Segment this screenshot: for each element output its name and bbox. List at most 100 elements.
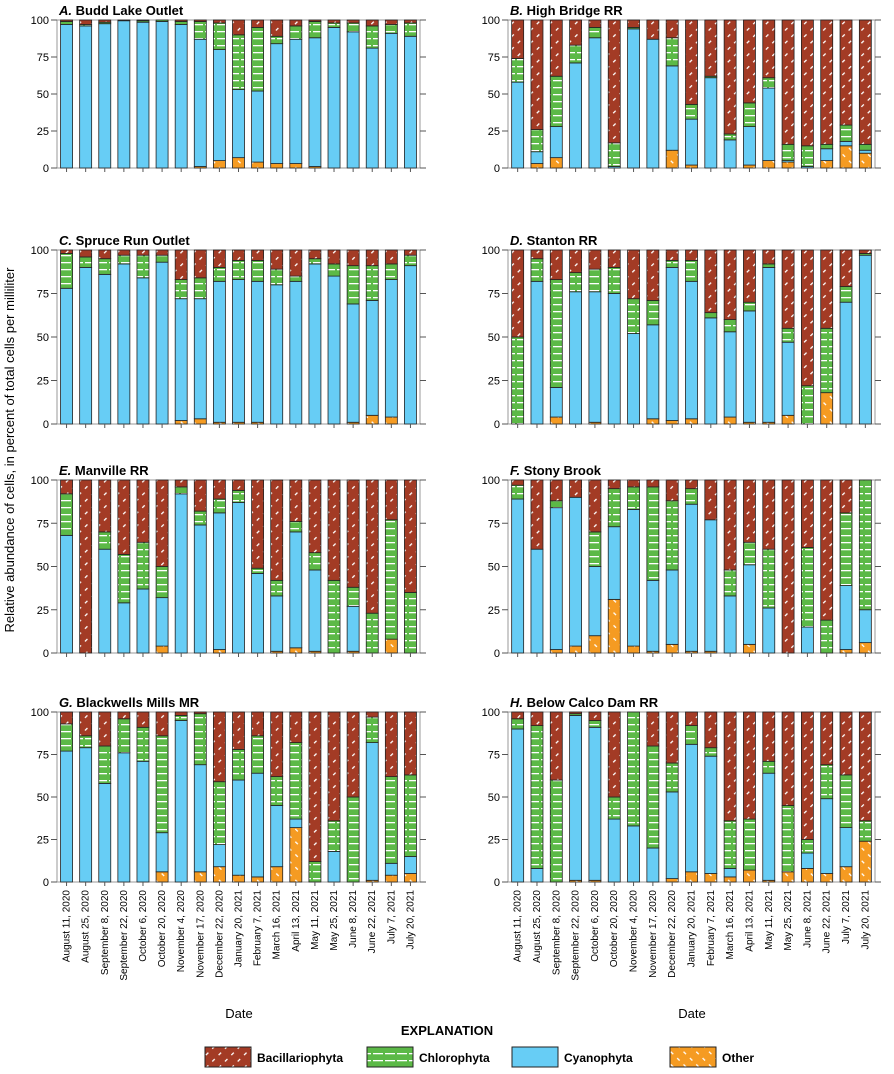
bar-9 xyxy=(665,19,679,169)
bar-12 xyxy=(270,711,284,883)
bar-segment-chlorophyta xyxy=(646,486,660,581)
bar-3 xyxy=(98,249,112,425)
bar-12 xyxy=(270,19,284,169)
bar-4 xyxy=(569,479,583,654)
y-tick-label: 0 xyxy=(43,648,49,660)
bar-segment-other xyxy=(627,645,640,654)
bar-segment-chlorophyta xyxy=(270,35,284,45)
bar-segment-bacillariophyta xyxy=(270,479,284,581)
bar-16 xyxy=(800,711,814,883)
bar-3 xyxy=(98,19,112,169)
bar-segment-cyanophyta xyxy=(839,140,853,147)
bar-segment-bacillariophyta xyxy=(60,249,73,254)
bar-segment-cyanophyta xyxy=(193,764,207,873)
bar-segment-other xyxy=(781,161,795,169)
bar-segment-cyanophyta xyxy=(723,595,737,654)
bar-segment-chlorophyta xyxy=(289,742,303,820)
x-tick-label: February 7, 2021 xyxy=(706,890,717,967)
bar-segment-bacillariophyta xyxy=(193,711,207,715)
bar-segment-bacillariophyta xyxy=(704,249,718,314)
bar-segment-cyanophyta xyxy=(607,818,621,883)
bar-segment-cyanophyta xyxy=(136,588,150,654)
bar-segment-cyanophyta xyxy=(98,783,112,883)
bar-segment-bacillariophyta xyxy=(365,479,379,614)
bar-segment-chlorophyta xyxy=(665,37,679,67)
y-tick-label: 25 xyxy=(488,126,500,138)
bar-15 xyxy=(781,711,795,883)
legend-label: Other xyxy=(722,1051,754,1065)
bar-segment-bacillariophyta xyxy=(820,479,834,621)
bar-9 xyxy=(212,19,226,169)
y-tick-label: 100 xyxy=(482,475,500,487)
bar-segment-cyanophyta xyxy=(839,585,853,650)
bar-segment-cyanophyta xyxy=(858,254,872,425)
bar-segment-cyanophyta xyxy=(530,151,544,164)
x-tick-label: September 22, 2020 xyxy=(571,890,582,981)
bar-segment-cyanophyta xyxy=(704,317,718,425)
bar-segment-other xyxy=(212,649,226,654)
x-tick-label: December 22, 2020 xyxy=(214,890,225,978)
bar-segment-cyanophyta xyxy=(723,139,737,169)
bar-segment-cyanophyta xyxy=(308,569,322,652)
bar-segment-other xyxy=(155,871,169,883)
bar-segment-bacillariophyta xyxy=(665,249,679,261)
x-tick-label: September 8, 2020 xyxy=(100,890,111,975)
bar-segment-bacillariophyta xyxy=(627,19,640,28)
bar-segment-chlorophyta xyxy=(685,488,698,505)
bar-12 xyxy=(723,479,737,654)
bar-segment-bacillariophyta xyxy=(511,19,525,59)
bar-segment-chlorophyta xyxy=(79,256,93,268)
panel-a: A. Budd Lake Outlet 0 25 50 75 100 xyxy=(31,3,426,175)
bar-segment-other xyxy=(685,418,698,425)
bar-segment-other xyxy=(839,866,853,883)
bar-segment-bacillariophyta xyxy=(174,19,188,22)
bar-19 xyxy=(404,19,417,169)
bar-segment-bacillariophyta xyxy=(327,249,341,265)
bar-segment-chlorophyta xyxy=(212,498,226,514)
bar-segment-chlorophyta xyxy=(820,143,834,150)
bar-segment-bacillariophyta xyxy=(607,711,621,798)
bar-segment-bacillariophyta xyxy=(685,19,698,105)
y-tick-label: 50 xyxy=(37,562,49,574)
bar-10 xyxy=(685,249,698,425)
bar-segment-bacillariophyta xyxy=(530,711,544,727)
x-tick-label: May 11, 2021 xyxy=(310,890,321,950)
y-tick-label: 25 xyxy=(37,126,49,138)
bar-segment-bacillariophyta xyxy=(193,249,207,279)
bar-segment-chlorophyta xyxy=(723,319,737,333)
bar-segment-cyanophyta xyxy=(327,275,341,425)
y-tick-label: 25 xyxy=(488,376,500,388)
x-tick-label: September 22, 2020 xyxy=(119,890,130,981)
x-tick-label: August 11, 2020 xyxy=(513,890,524,963)
bar-19 xyxy=(404,249,417,425)
bar-10 xyxy=(685,711,698,883)
bar-segment-bacillariophyta xyxy=(212,479,226,500)
bar-segment-chlorophyta xyxy=(289,521,303,533)
bar-segment-cyanophyta xyxy=(193,524,207,654)
bar-segment-bacillariophyta xyxy=(858,19,872,145)
bar-9 xyxy=(665,711,679,883)
y-tick-label: 25 xyxy=(488,835,500,847)
bar-segment-chlorophyta xyxy=(607,488,621,528)
bar-segment-chlorophyta xyxy=(60,253,73,289)
bar-segment-bacillariophyta xyxy=(270,711,284,777)
y-tick-label: 50 xyxy=(37,792,49,804)
bar-segment-chlorophyta xyxy=(685,260,698,282)
bar-5 xyxy=(588,19,602,169)
bar-segment-other xyxy=(549,649,563,654)
bar-2 xyxy=(530,711,544,883)
bar-segment-bacillariophyta xyxy=(588,249,602,270)
bar-segment-cyanophyta xyxy=(627,509,640,647)
x-tick-label: November 17, 2020 xyxy=(648,890,659,978)
bar-17 xyxy=(365,19,379,169)
bar-segment-cyanophyta xyxy=(665,65,679,151)
bar-14 xyxy=(308,711,322,883)
x-tick-label: October 6, 2020 xyxy=(590,890,601,962)
bar-segment-bacillariophyta xyxy=(511,479,525,486)
bar-segment-bacillariophyta xyxy=(346,711,360,798)
bar-segment-cyanophyta xyxy=(270,284,284,425)
bar-10 xyxy=(685,479,698,654)
bar-segment-other xyxy=(365,414,379,425)
bar-segment-chlorophyta xyxy=(762,263,776,268)
